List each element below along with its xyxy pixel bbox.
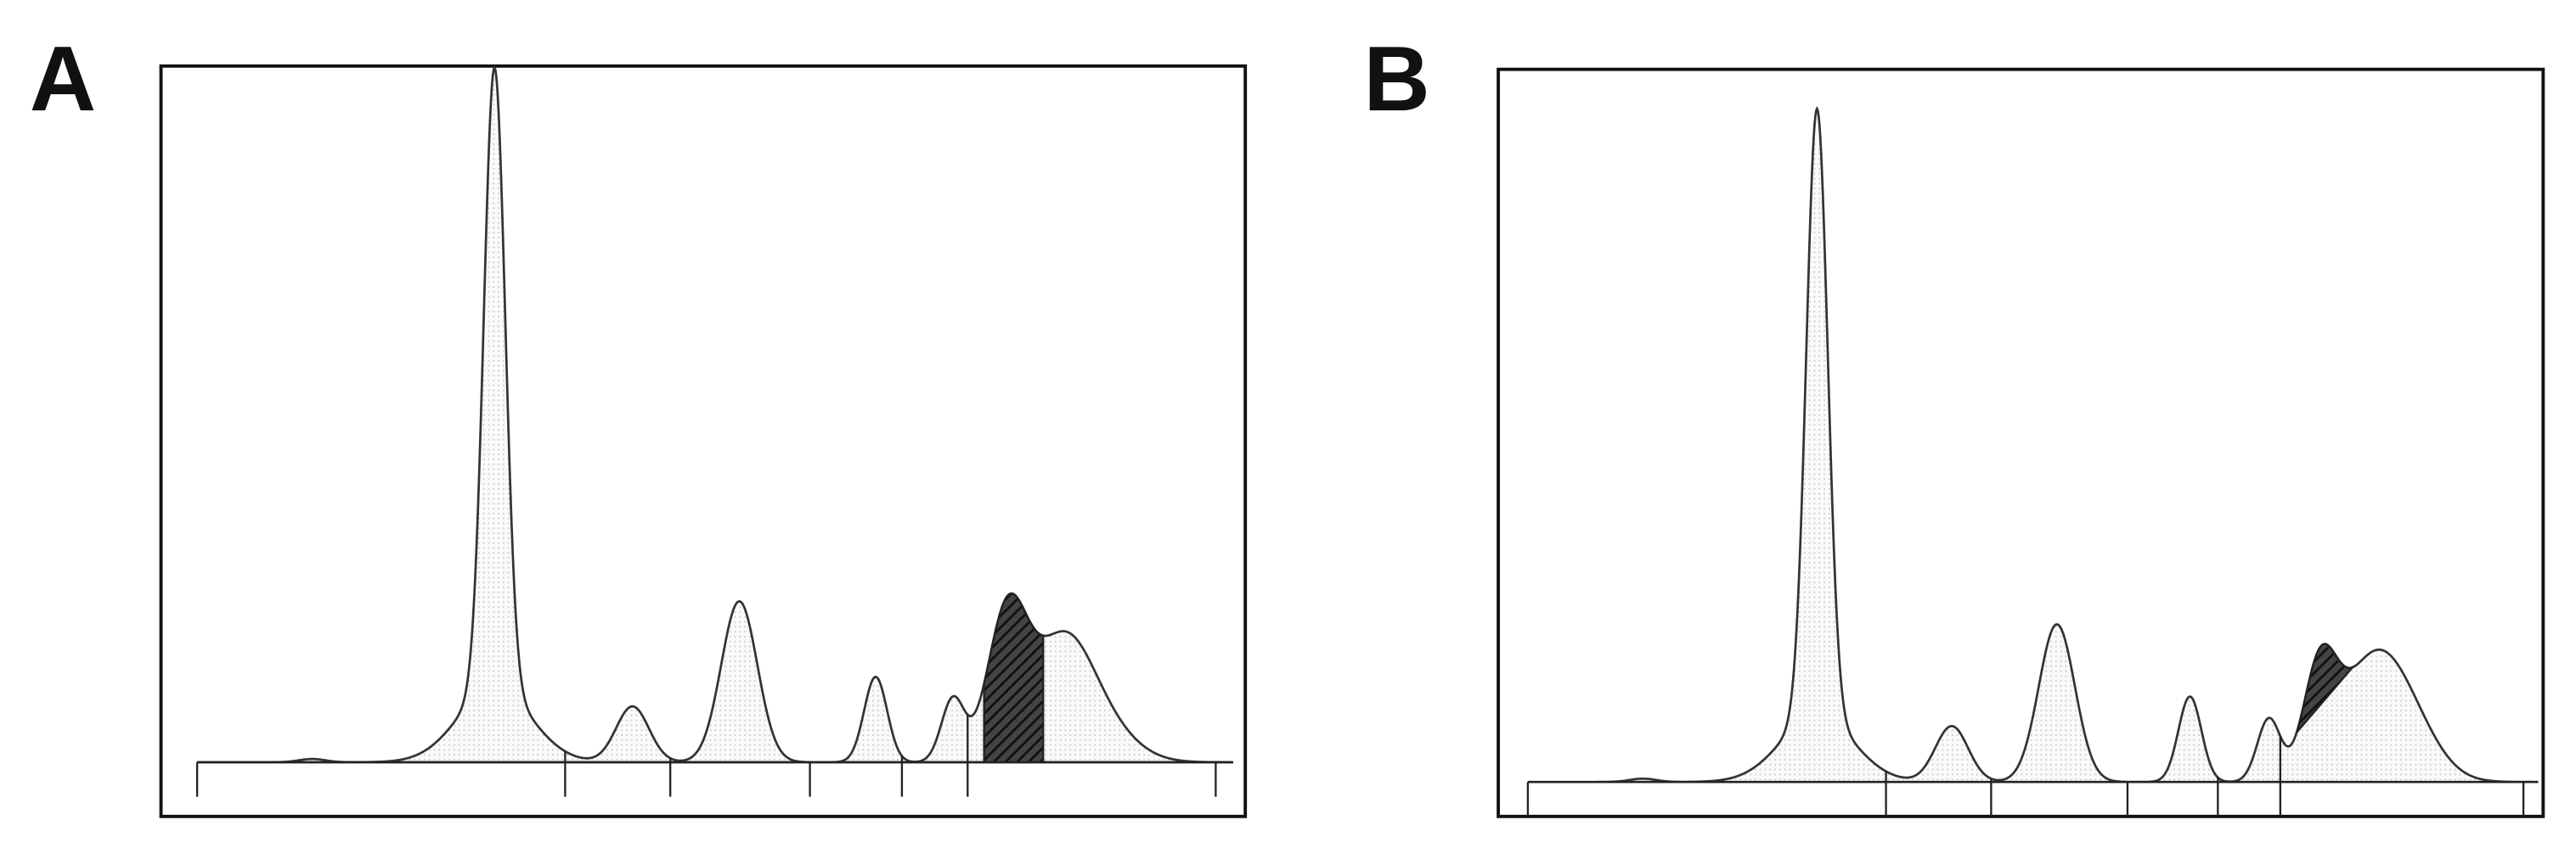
panel-label: A: [30, 27, 96, 130]
densitogram: [195, 65, 1234, 797]
hatched-fraction: [983, 592, 1045, 764]
panel-frame: [1497, 67, 2545, 818]
trace: [1527, 105, 2539, 783]
trace: [197, 65, 1234, 764]
panel-label: B: [1363, 27, 1429, 130]
densitogram: [1526, 105, 2539, 817]
panel-frame: [159, 64, 1248, 818]
hatched-fraction: [2296, 643, 2356, 733]
